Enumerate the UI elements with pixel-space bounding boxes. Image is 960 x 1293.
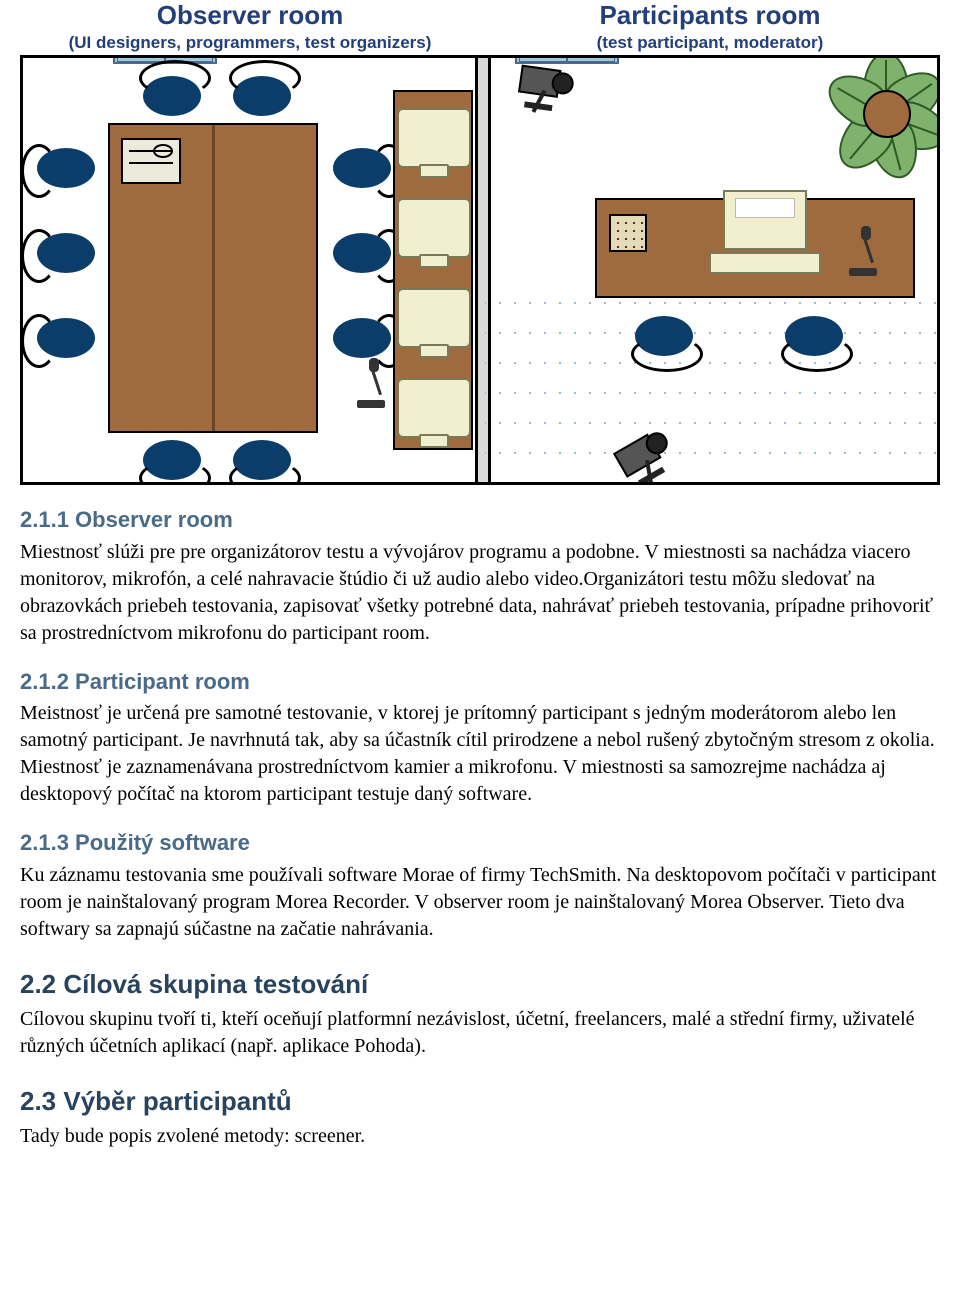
- chair-icon: [785, 316, 843, 356]
- microphone-icon: [845, 226, 881, 276]
- section-2-3-body: Tady bude popis zvolené metody: screener…: [20, 1123, 940, 1150]
- floor-grid-icon: [485, 288, 937, 482]
- section-2-1-3-body: Ku záznamu testovania sme používali soft…: [20, 862, 940, 943]
- chair-icon: [37, 148, 95, 188]
- speaker-icon: [609, 214, 647, 252]
- monitor-icon: [397, 108, 471, 168]
- chair-icon: [635, 316, 693, 356]
- monitor-icon: [397, 378, 471, 438]
- diagram-header: Observer room (UI designers, programmers…: [20, 0, 940, 485]
- chair-icon: [233, 440, 291, 480]
- computer-icon: [703, 190, 823, 270]
- recording-equipment-icon: [121, 138, 181, 184]
- chair-icon: [143, 76, 201, 116]
- section-2-1-2-body: Meistnosť je určená pre samotné testovan…: [20, 700, 940, 808]
- section-2-1-1-body: Miestnosť slúži pre pre organizátorov te…: [20, 539, 940, 647]
- chair-icon: [37, 233, 95, 273]
- observer-room-title: Observer room: [20, 0, 480, 31]
- chair-icon: [233, 76, 291, 116]
- chair-icon: [333, 318, 391, 358]
- section-2-2-body: Cílovou skupinu tvoří ti, kteří oceňují …: [20, 1006, 940, 1060]
- document-body: 2.1.1 Observer room Miestnosť slúži pre …: [20, 505, 940, 1150]
- participants-room-floor: [485, 58, 937, 482]
- chair-icon: [333, 233, 391, 273]
- participants-room-title-block: Participants room (test participant, mod…: [480, 0, 940, 53]
- section-2-3-title: 2.3 Výběr participantů: [20, 1084, 940, 1119]
- chair-icon: [333, 148, 391, 188]
- monitor-icon: [397, 288, 471, 348]
- microphone-icon: [353, 358, 389, 408]
- monitor-icon: [397, 198, 471, 258]
- section-2-1-2-title: 2.1.2 Participant room: [20, 667, 940, 697]
- participants-room-subtitle: (test participant, moderator): [480, 33, 940, 53]
- observer-room-subtitle: (UI designers, programmers, test organiz…: [20, 33, 480, 53]
- room-layout-diagram: [20, 55, 940, 485]
- participants-room-title: Participants room: [480, 0, 940, 31]
- chair-icon: [37, 318, 95, 358]
- chair-icon: [143, 440, 201, 480]
- observer-room-floor: [23, 58, 475, 482]
- section-2-2-title: 2.2 Cílová skupina testování: [20, 967, 940, 1002]
- observer-room-title-block: Observer room (UI designers, programmers…: [20, 0, 480, 53]
- section-2-1-3-title: 2.1.3 Použitý software: [20, 828, 940, 858]
- section-2-1-1-title: 2.1.1 Observer room: [20, 505, 940, 535]
- plant-icon: [825, 55, 935, 162]
- camera-icon: [512, 60, 578, 114]
